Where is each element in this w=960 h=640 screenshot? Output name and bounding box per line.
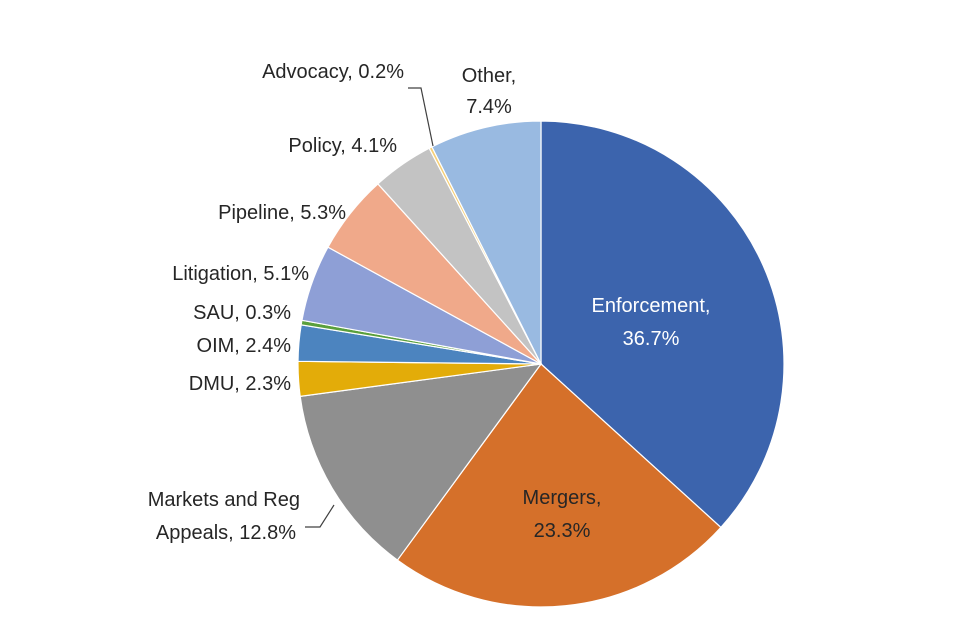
label-sau: SAU, 0.3% xyxy=(193,302,291,324)
slice-labels: Enforcement, 36.7% Mergers, 23.3% Market… xyxy=(148,61,711,544)
label-other-value: 7.4% xyxy=(466,96,512,118)
leader-line-advocacy xyxy=(408,87,434,147)
pie-slice-markets-and-reg-appeals xyxy=(299,363,543,561)
label-dmu: DMU, 2.3% xyxy=(189,373,291,395)
label-litigation: Litigation, 5.1% xyxy=(172,263,309,285)
label-policy: Policy, 4.1% xyxy=(288,135,397,157)
pie-slice-mergers xyxy=(396,363,722,608)
label-oim: OIM, 2.4% xyxy=(197,335,292,357)
label-markets-name: Markets and Reg xyxy=(148,489,300,511)
label-enforcement-value: 36.7% xyxy=(623,328,680,350)
label-pipeline: Pipeline, 5.3% xyxy=(218,202,346,224)
label-markets-value: Appeals, 12.8% xyxy=(156,522,296,544)
label-mergers-name: Mergers, xyxy=(523,487,602,509)
label-mergers-value: 23.3% xyxy=(534,520,591,542)
pie-slice-enforcement xyxy=(540,120,785,529)
pie-slices xyxy=(297,120,785,608)
pie-slice-other xyxy=(431,120,542,365)
leader-lines xyxy=(305,87,434,528)
label-enforcement-name: Enforcement, xyxy=(592,295,711,317)
leader-line-markets xyxy=(305,504,335,528)
label-other-name: Other, xyxy=(462,65,516,87)
label-advocacy: Advocacy, 0.2% xyxy=(262,61,404,83)
